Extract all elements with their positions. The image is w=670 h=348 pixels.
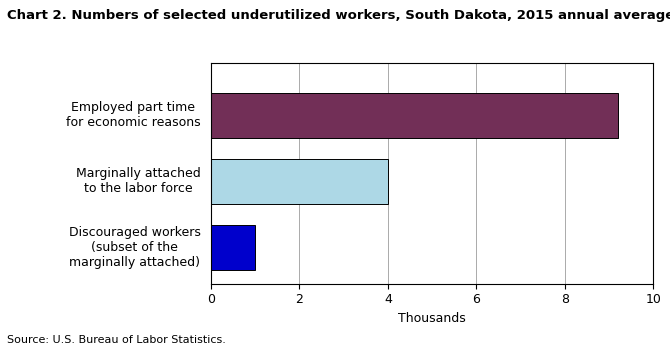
Text: Chart 2. Numbers of selected underutilized workers, South Dakota, 2015 annual av: Chart 2. Numbers of selected underutiliz… [7, 9, 670, 22]
Bar [211, 225, 255, 270]
X-axis label: Thousands: Thousands [398, 312, 466, 325]
Text: Source: U.S. Bureau of Labor Statistics.: Source: U.S. Bureau of Labor Statistics. [7, 334, 226, 345]
Bar [211, 159, 388, 204]
Bar [211, 93, 618, 138]
